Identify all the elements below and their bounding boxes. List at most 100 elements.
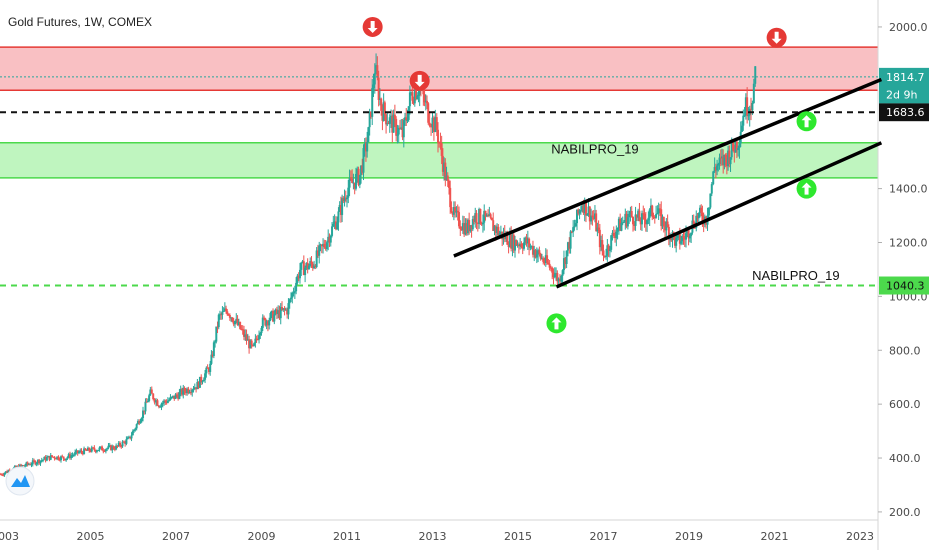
- candle-body: [306, 262, 309, 270]
- candle-body: [564, 258, 567, 264]
- candle-body: [6, 471, 9, 473]
- x-tick-label: 2005: [77, 530, 105, 543]
- candle-body: [255, 338, 258, 340]
- candle-body: [474, 213, 477, 222]
- candle-body: [49, 455, 52, 460]
- candle-body: [107, 445, 110, 449]
- candle-body: [336, 222, 339, 230]
- candle-body: [254, 338, 257, 344]
- candle-body: [58, 459, 61, 461]
- candle-body: [1, 474, 4, 476]
- candle-body: [678, 234, 681, 244]
- candle-body: [98, 447, 101, 451]
- candle-body: [436, 129, 439, 143]
- candle-body: [712, 171, 715, 185]
- candle-body: [13, 466, 16, 468]
- candle-body: [279, 307, 282, 319]
- candle-body: [675, 237, 678, 246]
- y-tick-label: 200.0: [889, 506, 921, 519]
- candle-body: [511, 234, 514, 249]
- candle-body: [200, 376, 203, 383]
- candle-body: [701, 212, 704, 221]
- candle-body: [685, 233, 688, 240]
- candle-body: [710, 184, 713, 194]
- candle-body: [741, 125, 744, 132]
- candle-body: [60, 456, 63, 461]
- candle-body: [304, 267, 307, 276]
- candle-body: [138, 421, 141, 424]
- candle-body: [202, 379, 205, 382]
- arrow-glyph: [771, 31, 782, 44]
- candle-body: [556, 273, 559, 282]
- candle-body: [341, 198, 344, 215]
- candle-body: [510, 234, 513, 249]
- candle-body: [163, 400, 166, 403]
- candle-body: [642, 213, 645, 215]
- candle-body: [153, 399, 156, 403]
- candle-body: [182, 387, 185, 395]
- candle-body: [693, 227, 696, 229]
- candle-body: [617, 218, 620, 229]
- candle-body: [346, 197, 348, 200]
- candle-body: [633, 224, 636, 226]
- candle-body: [405, 117, 408, 121]
- candle-body: [535, 254, 538, 258]
- candle-body: [483, 210, 486, 223]
- candle-body: [588, 206, 591, 222]
- candle-body: [265, 321, 268, 326]
- candle-body: [368, 111, 371, 128]
- candle-body: [175, 394, 178, 396]
- candle-body: [652, 216, 655, 218]
- arrow-glyph: [414, 74, 425, 87]
- candle-body: [63, 458, 66, 461]
- candle-body: [131, 431, 134, 436]
- candle-body: [36, 459, 39, 464]
- y-tick-label: 1400.0: [889, 183, 928, 196]
- candle-body: [630, 211, 633, 217]
- candle-body: [118, 442, 121, 446]
- candle-body: [555, 273, 558, 275]
- candle-body: [31, 460, 34, 465]
- candle-body: [378, 98, 381, 100]
- candle-body: [117, 442, 120, 446]
- candle-body: [274, 309, 277, 315]
- candle-body: [732, 141, 735, 150]
- candle-body: [360, 165, 363, 175]
- candle-body: [529, 246, 532, 248]
- candle-body: [339, 204, 342, 215]
- candle-body: [578, 210, 581, 214]
- candle-body: [463, 223, 466, 235]
- candle-body: [356, 168, 359, 174]
- candle-body: [676, 235, 679, 238]
- level-label-1: 1040.3: [886, 280, 925, 293]
- candle-body: [635, 214, 638, 218]
- candle-body: [253, 343, 256, 346]
- candle-body: [451, 212, 454, 215]
- candle-body: [292, 292, 295, 294]
- arrow-glyph: [801, 115, 812, 128]
- candle-body: [583, 200, 586, 213]
- candle-body: [245, 334, 248, 341]
- candle-body: [440, 143, 443, 156]
- candle-body: [328, 236, 331, 243]
- candle-body: [471, 219, 474, 230]
- candle-body: [278, 310, 281, 319]
- candle-body: [390, 115, 393, 118]
- candle-body: [700, 207, 703, 213]
- candle-body: [637, 210, 640, 218]
- candle-body: [586, 213, 589, 216]
- candle-body: [722, 156, 725, 166]
- candle-body: [738, 143, 741, 148]
- candle-body: [207, 368, 210, 372]
- candle-body: [392, 114, 395, 133]
- candle-body: [305, 262, 308, 268]
- candle-body: [742, 115, 745, 126]
- candle-body: [548, 263, 551, 268]
- candle-body: [507, 244, 510, 247]
- candle-body: [51, 455, 54, 457]
- candle-body: [752, 83, 755, 103]
- candle-body: [361, 165, 364, 173]
- candle-body: [655, 214, 658, 218]
- candle-body: [179, 389, 182, 393]
